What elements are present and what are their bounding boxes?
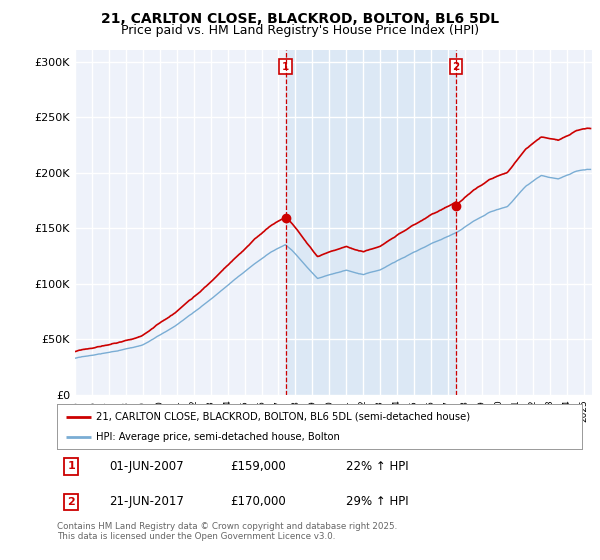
Text: 1: 1 [282, 62, 289, 72]
Text: Contains HM Land Registry data © Crown copyright and database right 2025.
This d: Contains HM Land Registry data © Crown c… [57, 522, 397, 542]
Text: 21-JUN-2017: 21-JUN-2017 [110, 496, 184, 508]
Text: HPI: Average price, semi-detached house, Bolton: HPI: Average price, semi-detached house,… [97, 432, 340, 442]
Text: 21, CARLTON CLOSE, BLACKROD, BOLTON, BL6 5DL (semi-detached house): 21, CARLTON CLOSE, BLACKROD, BOLTON, BL6… [97, 412, 470, 422]
Text: 01-JUN-2007: 01-JUN-2007 [110, 460, 184, 473]
Text: 2: 2 [452, 62, 460, 72]
Text: 22% ↑ HPI: 22% ↑ HPI [346, 460, 409, 473]
Text: 1: 1 [67, 461, 75, 472]
Text: £159,000: £159,000 [230, 460, 286, 473]
Text: £170,000: £170,000 [230, 496, 286, 508]
Text: 21, CARLTON CLOSE, BLACKROD, BOLTON, BL6 5DL: 21, CARLTON CLOSE, BLACKROD, BOLTON, BL6… [101, 12, 499, 26]
Text: 29% ↑ HPI: 29% ↑ HPI [346, 496, 409, 508]
Text: Price paid vs. HM Land Registry's House Price Index (HPI): Price paid vs. HM Land Registry's House … [121, 24, 479, 37]
Bar [286, 50, 456, 395]
Text: 2: 2 [67, 497, 75, 507]
